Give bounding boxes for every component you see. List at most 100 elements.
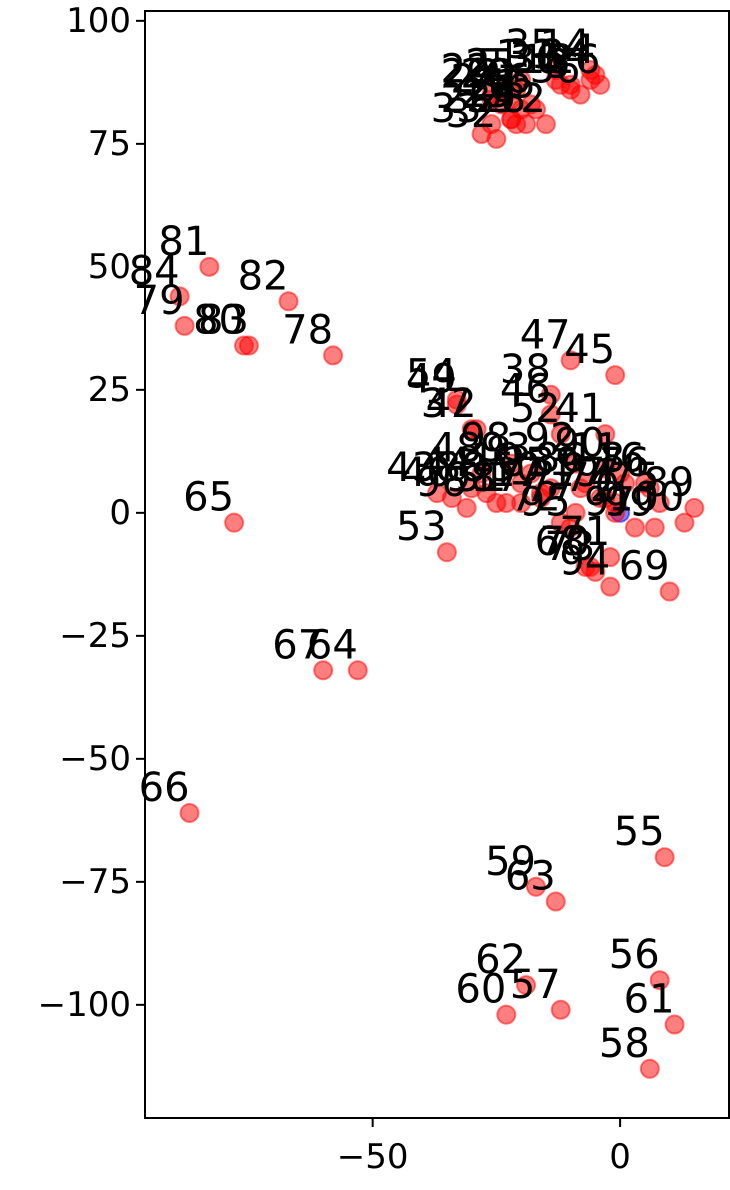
data-point — [565, 453, 586, 474]
point-label: 61 — [624, 977, 675, 1023]
point-label: 67 — [272, 622, 323, 668]
point-label: 48 — [431, 425, 482, 471]
point-label: 9 — [491, 76, 516, 122]
point-label: 78 — [282, 307, 333, 353]
data-point — [427, 483, 447, 504]
point-label: 53 — [396, 504, 447, 550]
point-label: 47 — [520, 312, 571, 358]
data-point — [471, 463, 492, 484]
data-points — [169, 60, 705, 1079]
data-point — [525, 876, 546, 897]
point-label: 66 — [139, 765, 190, 811]
data-point — [486, 493, 507, 513]
point-label: 42 — [426, 381, 477, 427]
data-point — [521, 463, 542, 484]
point-label: 82 — [238, 253, 289, 299]
point-label: 57 — [510, 962, 561, 1008]
point-label: 92 — [525, 416, 576, 462]
point-label: 17 — [490, 450, 541, 496]
data-point — [436, 542, 457, 563]
point-label: 36 — [530, 47, 581, 93]
y-tick-label: 75 — [88, 124, 131, 164]
data-point — [278, 291, 299, 312]
y-tick-label: 0 — [109, 493, 131, 533]
point-label: 45 — [564, 327, 615, 373]
point-label: 52 — [510, 386, 561, 432]
data-point — [659, 581, 680, 602]
data-point — [570, 84, 591, 105]
point-label: 1 — [496, 32, 521, 78]
y-tick-label: 50 — [88, 247, 131, 287]
data-point — [550, 424, 571, 445]
y-tick-label: −25 — [59, 616, 131, 656]
point-label: 31 — [505, 32, 556, 78]
point-label: 76 — [599, 440, 650, 486]
point-label: 26 — [549, 37, 600, 83]
point-label: 60 — [455, 967, 506, 1013]
point-label: 37 — [421, 381, 472, 427]
point-label: 7 — [580, 450, 605, 496]
point-label: 3 — [545, 42, 570, 88]
point-label: 29 — [441, 52, 492, 98]
data-point — [224, 512, 245, 533]
data-point — [466, 419, 487, 440]
data-point — [664, 1014, 685, 1035]
point-label: 50 — [490, 445, 541, 491]
data-point — [595, 458, 616, 479]
data-point — [501, 453, 522, 474]
point-label: 89 — [643, 460, 694, 506]
data-point — [535, 114, 556, 135]
data-point — [347, 660, 368, 681]
data-point — [174, 315, 195, 336]
data-point — [649, 493, 670, 513]
data-point — [496, 1004, 517, 1025]
data-point — [545, 60, 566, 81]
data-point — [580, 69, 601, 90]
data-point — [684, 497, 705, 518]
point-label: 13 — [460, 71, 511, 117]
point-label: 86 — [535, 435, 586, 481]
y-tick-label: −100 — [38, 985, 131, 1025]
plot-frame — [144, 10, 730, 1119]
point-label: 34 — [540, 32, 591, 78]
point-label: 81 — [158, 219, 209, 265]
point-label: 40 — [401, 450, 452, 496]
data-point — [585, 561, 606, 582]
data-point — [540, 384, 561, 405]
data-point — [179, 802, 200, 823]
data-point — [575, 473, 596, 494]
point-label: 96 — [416, 460, 467, 506]
data-point — [639, 1058, 660, 1079]
point-label: 24 — [450, 56, 501, 102]
point-label: 65 — [183, 475, 234, 521]
point-label: 21 — [470, 61, 521, 107]
point-label: 12 — [495, 76, 546, 122]
point-label: 84 — [129, 248, 180, 294]
point-label: 18 — [520, 37, 571, 83]
data-point — [516, 975, 537, 996]
point-label: 44 — [421, 440, 472, 486]
point-label: 38 — [500, 347, 551, 393]
point-label: 64 — [307, 622, 358, 668]
point-label: 93 — [480, 425, 531, 471]
point-label: 83 — [198, 298, 249, 344]
point-label: 5 — [476, 42, 501, 88]
data-point — [674, 512, 695, 533]
data-point — [199, 256, 220, 277]
point-label: 90 — [554, 421, 605, 467]
point-label: 98 — [460, 416, 511, 462]
data-point — [506, 79, 527, 100]
point-label: 22 — [441, 47, 492, 93]
point-label: 39 — [530, 440, 581, 486]
y-tick-label: −50 — [59, 739, 131, 779]
point-label: 2 — [590, 465, 615, 511]
point-label: 69 — [619, 544, 670, 590]
point-label: 20 — [460, 52, 511, 98]
point-label: 43 — [386, 445, 437, 491]
point-label: 35 — [505, 22, 556, 68]
data-point — [446, 389, 467, 410]
point-label: 79 — [134, 278, 185, 324]
